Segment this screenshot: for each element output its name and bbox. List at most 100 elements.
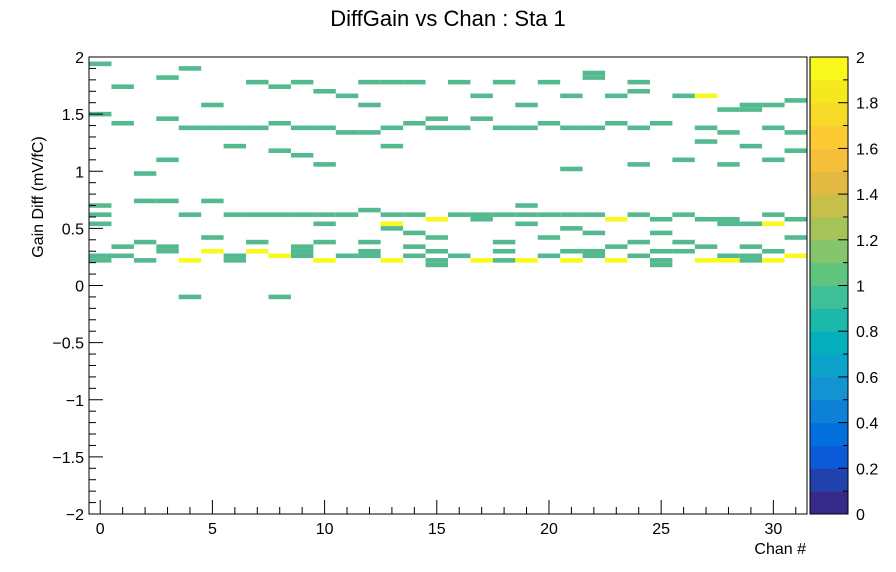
colorbar-tick-label: 1.4 (856, 187, 878, 204)
heatmap-cell (89, 203, 112, 208)
heatmap-cell (133, 239, 157, 245)
heatmap-cell (268, 148, 291, 153)
x-tick-label: 0 (96, 521, 105, 538)
heatmap-cell (223, 143, 247, 149)
heatmap-cell (133, 171, 157, 176)
chart-title: DiffGain vs Chan : Sta 1 (330, 6, 566, 31)
heatmap-cell (358, 130, 381, 135)
colorbar-tick-label: 0 (856, 507, 865, 524)
heatmap-cell (582, 230, 606, 236)
heatmap-cell (582, 70, 606, 76)
y-tick-label: −2 (66, 507, 84, 524)
y-tick-label: −0.5 (52, 336, 84, 353)
heatmap-cell (335, 130, 359, 135)
x-tick-label: 30 (764, 521, 782, 538)
heatmap-cell (717, 162, 740, 167)
heatmap-cell (223, 253, 247, 259)
heatmap-cell (627, 79, 650, 85)
heatmap-cell (492, 79, 516, 85)
colorbar-tick-label: 2 (856, 50, 865, 67)
heatmap-cell (448, 125, 471, 131)
colorbar-tick-label: 0.8 (856, 324, 878, 341)
heatmap-cell (290, 253, 314, 259)
heatmap-cell (717, 107, 740, 112)
heatmap-cell (694, 258, 718, 263)
heatmap-cell (268, 84, 291, 89)
heatmap-cell (582, 248, 606, 254)
heatmap-cell (268, 212, 291, 217)
heatmap-cell (425, 116, 448, 121)
colorbar-tick-label: 1 (856, 279, 865, 296)
heatmap-cell (560, 248, 583, 254)
heatmap-cell (739, 102, 763, 108)
heatmap-cell (313, 212, 336, 217)
heatmap-cell (178, 66, 202, 71)
heatmap-cell (627, 239, 650, 245)
heatmap-cell (762, 125, 785, 131)
heatmap-cell (515, 102, 538, 108)
x-tick-label: 20 (540, 521, 558, 538)
heatmap-cell (448, 253, 471, 259)
heatmap-cell (246, 125, 269, 131)
colorbar-segment (810, 125, 848, 149)
heatmap-cell (560, 93, 583, 99)
heatmap-cell (425, 125, 448, 131)
heatmap-cell (492, 125, 516, 131)
x-tick-label: 15 (428, 521, 446, 538)
heatmap-cell (156, 244, 179, 249)
heatmap-cell (358, 79, 381, 85)
heatmap-cell (133, 258, 157, 263)
heatmap-cell (358, 102, 381, 108)
heatmap-cell (403, 120, 426, 126)
heatmap-cell (470, 93, 493, 99)
heatmap-cell (537, 79, 561, 85)
heatmap-cell (694, 216, 718, 222)
heatmap-cell (358, 253, 381, 259)
heatmap-cell (89, 258, 112, 263)
heatmap-cell (178, 212, 202, 217)
heatmap-cell (515, 258, 538, 263)
x-tick-label: 10 (316, 521, 334, 538)
heatmap-cell (649, 258, 673, 263)
heatmap-cell (313, 162, 336, 167)
heatmap-cell (425, 235, 448, 240)
heatmap-cell (380, 212, 404, 217)
heatmap-cell (448, 212, 471, 217)
heatmap-cell (784, 235, 807, 240)
heatmap-cell (492, 258, 516, 263)
heatmap-cell (762, 157, 785, 163)
heatmap-cell (627, 125, 650, 131)
colorbar-segment (810, 148, 848, 172)
heatmap-cell (403, 244, 426, 249)
heatmap-cell (694, 139, 718, 144)
heatmap-cell (627, 212, 650, 217)
heatmap-cell (156, 157, 179, 163)
heatmap-cell (246, 212, 269, 217)
heatmap-cell (739, 143, 763, 149)
heatmap-cell (739, 244, 763, 249)
heatmap-cell (672, 212, 695, 217)
heatmap-cell (717, 216, 740, 222)
heatmap-cell (582, 125, 606, 131)
colorbar-segment (810, 331, 848, 355)
heatmap-cell (201, 198, 224, 204)
heatmap-cell (268, 120, 291, 126)
colorbar-segment (810, 171, 848, 195)
heatmap-cell (762, 258, 785, 263)
heatmap-cell (784, 148, 807, 153)
heatmap-cell (560, 125, 583, 131)
heatmap-cell (448, 79, 471, 85)
heatmap-cell (515, 221, 538, 227)
heatmap-cell (605, 93, 628, 99)
x-tick-label: 25 (652, 521, 670, 538)
colorbar-segment (810, 422, 848, 446)
heatmap-cell (605, 216, 628, 222)
heatmap-cell (582, 212, 606, 217)
heatmap-cell (672, 93, 695, 99)
y-tick-label: 1 (75, 164, 84, 181)
heatmap-cell (380, 79, 404, 85)
heatmap-cell (649, 262, 673, 268)
heatmap-cell (223, 125, 247, 131)
heatmap-cell (246, 79, 269, 85)
heatmap-cell (111, 120, 134, 126)
